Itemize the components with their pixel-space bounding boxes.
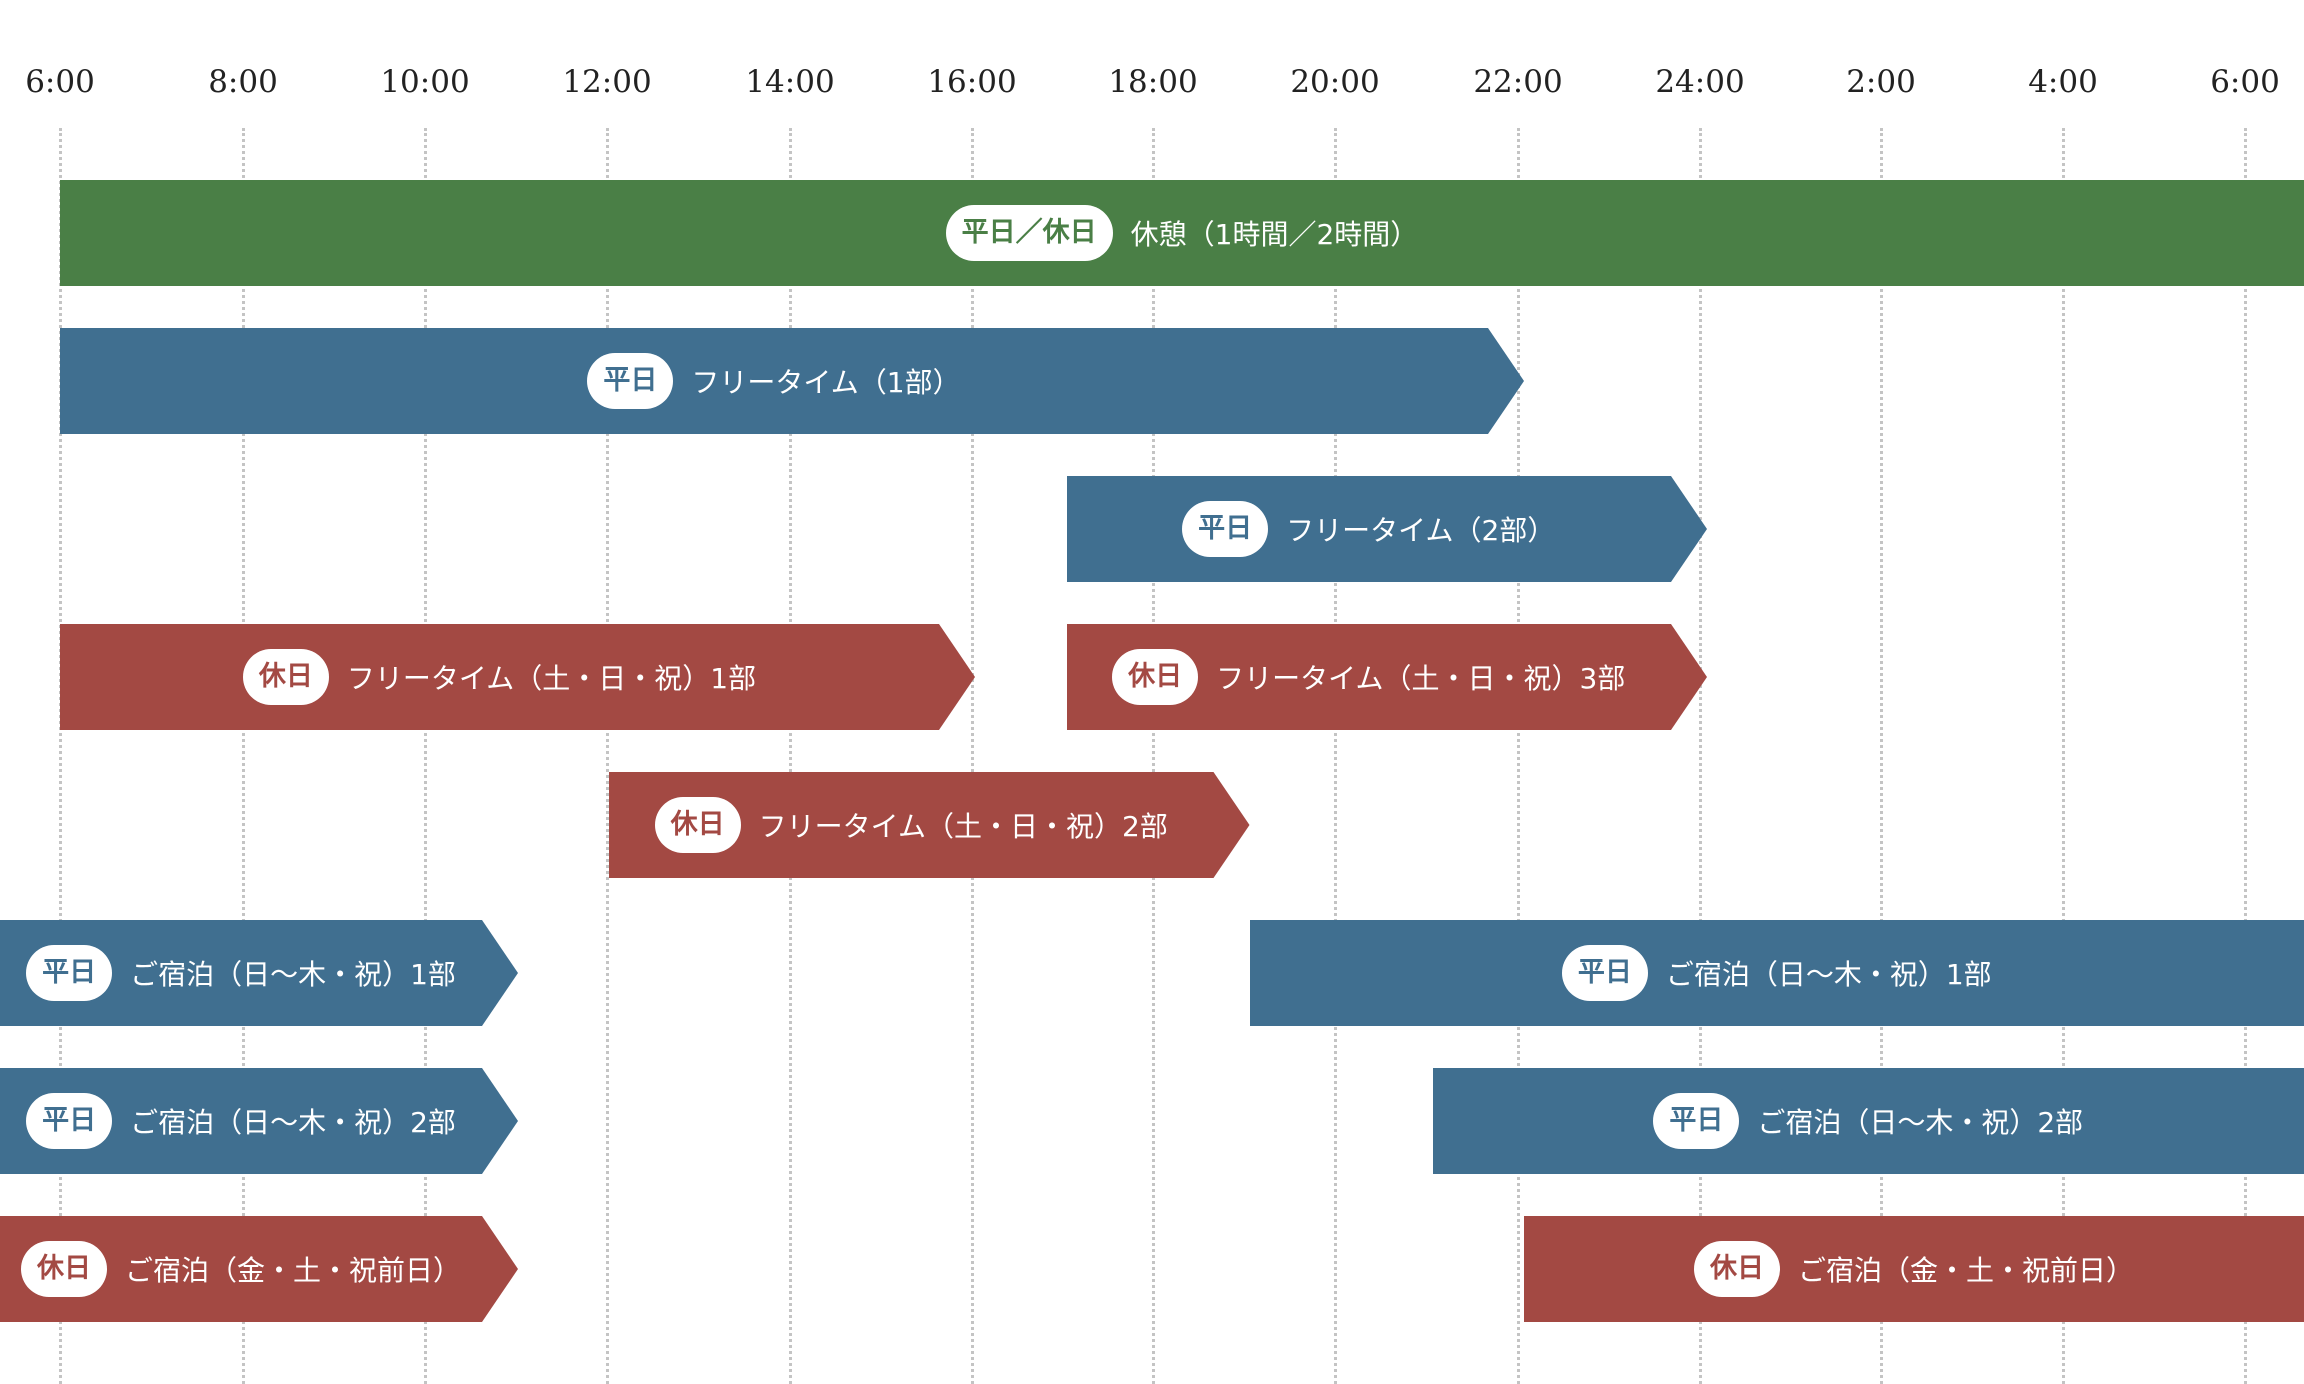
time-tick-label: 12:00 [562,64,652,100]
plan-label: ご宿泊（日〜木・祝）1部 [1665,958,1992,991]
day-type-badge: 休日 [655,797,741,853]
time-tick-label: 16:00 [927,64,1017,100]
plan-label: フリータイム（土・日・祝）3部 [1216,662,1626,695]
time-gridline [2244,128,2247,1384]
time-gridline [1880,128,1883,1384]
time-tick-label: 14:00 [745,64,835,100]
plan-label: フリータイム（1部） [691,366,961,399]
time-tick-label: 10:00 [380,64,470,100]
time-tick-label: 6:00 [25,64,95,100]
time-gridline [424,128,427,1384]
time-gridline [789,128,792,1384]
time-gridline [606,128,609,1384]
time-tick-label: 2:00 [1846,64,1916,100]
plan-label: フリータイム（土・日・祝）2部 [758,810,1168,843]
time-tick-label: 6:00 [2210,64,2280,100]
day-type-badge: 平日 [26,945,112,1001]
time-gridline [2062,128,2065,1384]
schedule-bar: 休日 フリータイム（土・日・祝）1部 [60,624,975,730]
plan-label: 休憩（1時間／2時間） [1130,218,1419,251]
time-gridline [59,128,62,1384]
plan-label: フリータイム（2部） [1286,514,1556,547]
plan-label: ご宿泊（日〜木・祝）2部 [130,1106,456,1139]
day-type-badge: 休日 [1693,1241,1780,1297]
schedule-bar: 平日 ご宿泊（日〜木・祝）2部 [0,1068,518,1174]
time-tick-label: 20:00 [1290,64,1380,100]
day-type-badge: 平日 [1182,501,1268,557]
schedule-bar: 平日 フリータイム（1部） [60,328,1524,434]
time-gridline [1334,128,1337,1384]
schedule-bar: 平日 ご宿泊（日〜木・祝）1部 [0,920,518,1026]
schedule-bar: 平日 ご宿泊（日〜木・祝）1部 [1249,920,2304,1026]
time-gridline [1517,128,1520,1384]
time-gridline [1152,128,1155,1384]
day-type-badge: 休日 [21,1241,107,1297]
day-type-badge: 平日 [1653,1093,1740,1149]
day-type-badge: 休日 [1112,649,1198,705]
day-type-badge: 平日 [26,1093,112,1149]
schedule-bar: 休日 フリータイム（土・日・祝）3部 [1067,624,1708,730]
plan-label: フリータイム（土・日・祝）1部 [346,662,757,695]
time-gridline [242,128,245,1384]
time-gridline [971,128,974,1384]
schedule-bar: 休日 ご宿泊（金・土・祝前日） [1524,1216,2304,1322]
schedule-bar: 休日 ご宿泊（金・土・祝前日） [0,1216,518,1322]
day-type-badge: 平日 [1561,945,1648,1001]
time-tick-label: 24:00 [1655,64,1745,100]
plan-label: ご宿泊（金・土・祝前日） [1797,1254,2134,1287]
time-tick-label: 4:00 [2028,64,2098,100]
day-type-badge: 休日 [243,649,329,705]
time-tick-label: 22:00 [1473,64,1563,100]
schedule-bar: 平日 ご宿泊（日〜木・祝）2部 [1432,1068,2304,1174]
time-gridline [1699,128,1702,1384]
day-type-badge: 平日 [587,353,673,409]
schedule-bar: 平日 フリータイム（2部） [1067,476,1708,582]
time-tick-label: 18:00 [1108,64,1198,100]
schedule-bar: 休日 フリータイム（土・日・祝）2部 [609,772,1250,878]
time-tick-label: 8:00 [208,64,278,100]
plan-label: ご宿泊（金・土・祝前日） [124,1254,461,1287]
schedule-bar: 平日／休日 休憩（1時間／2時間） [60,180,2304,286]
day-type-badge: 平日／休日 [945,205,1113,261]
plan-label: ご宿泊（日〜木・祝）2部 [1757,1106,2084,1139]
plan-label: ご宿泊（日〜木・祝）1部 [130,958,456,991]
